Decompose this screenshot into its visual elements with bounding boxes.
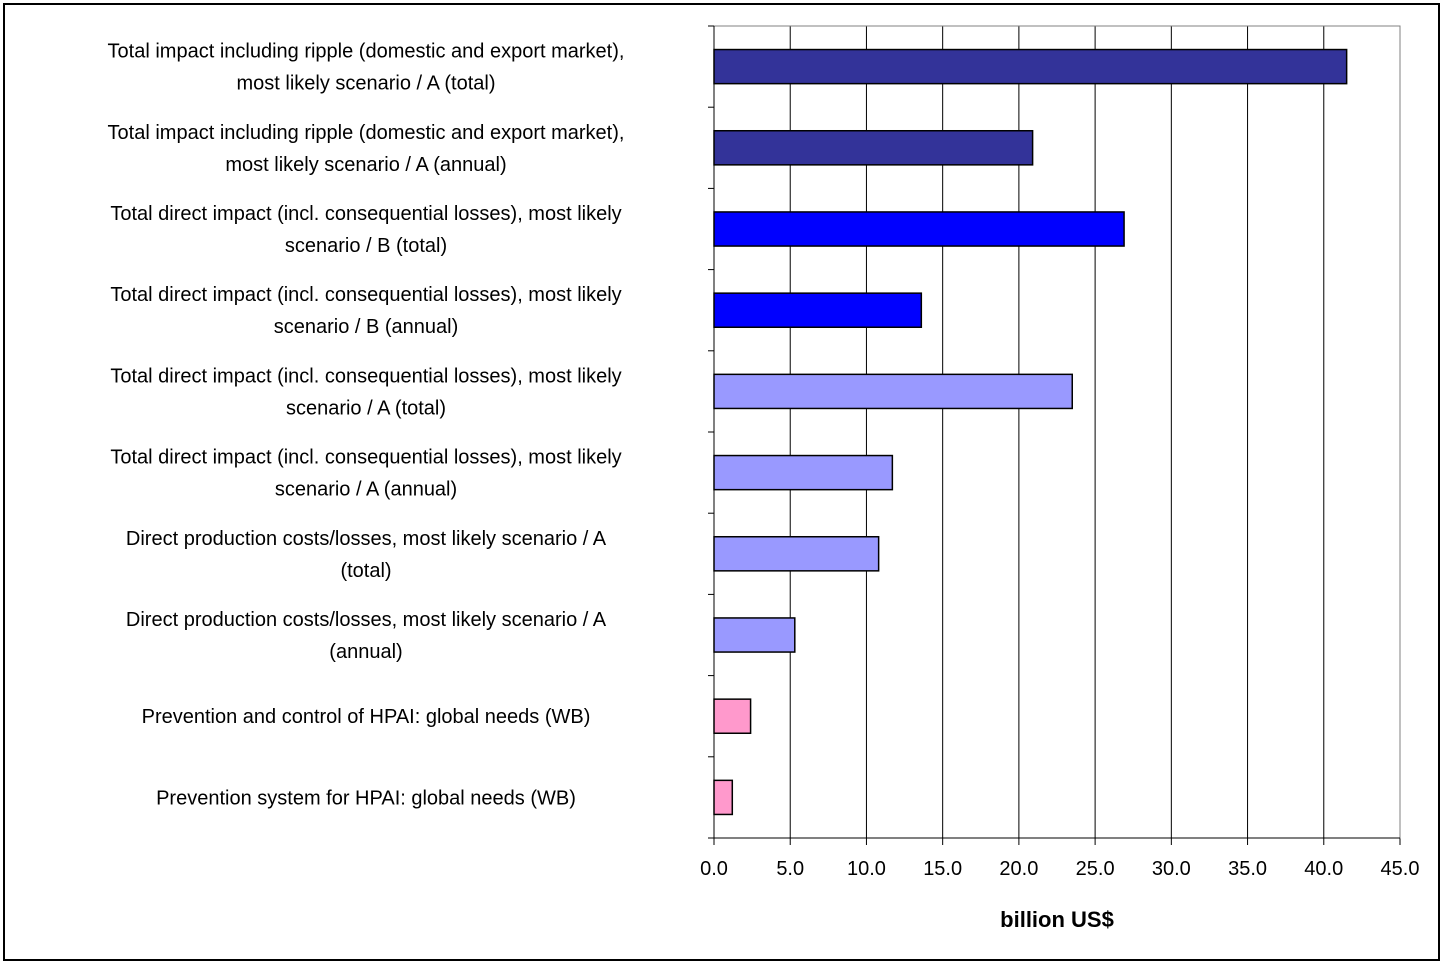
bar xyxy=(713,373,1073,410)
bars xyxy=(713,48,1348,816)
x-tick-label: 10.0 xyxy=(847,858,886,880)
bar xyxy=(713,698,752,735)
x-tick-label: 15.0 xyxy=(923,858,962,880)
category-label: Total direct impact (incl. consequential… xyxy=(110,447,621,501)
bar xyxy=(713,535,880,572)
category-label: Prevention system for HPAI: global needs… xyxy=(156,787,576,809)
category-label: Direct production costs/losses, most lik… xyxy=(126,528,607,582)
category-label: Total direct impact (incl. consequential… xyxy=(110,203,621,257)
x-tick-label: 20.0 xyxy=(999,858,1038,880)
category-label: Total direct impact (incl. consequential… xyxy=(110,284,621,338)
category-label: Direct production costs/losses, most lik… xyxy=(126,609,607,663)
x-tick-label: 30.0 xyxy=(1152,858,1191,880)
bar xyxy=(713,211,1125,247)
bar xyxy=(713,779,734,816)
bar xyxy=(713,617,796,653)
x-tick-label: 35.0 xyxy=(1228,858,1267,880)
category-labels: Total impact including ripple (domestic … xyxy=(108,41,625,810)
x-tick-labels: 0.0 5.0 10.0 15.0 20.0 25.0 30.0 35.0 40.0 45.0 xyxy=(700,858,1419,880)
x-tick-label: 40.0 xyxy=(1304,858,1343,880)
category-label: Prevention and control of HPAI: global n… xyxy=(142,706,591,728)
bar xyxy=(713,129,1034,166)
x-axis-title: billion US$ xyxy=(1000,907,1114,932)
axes xyxy=(708,25,1401,845)
x-tick-label: 5.0 xyxy=(776,858,804,880)
x-tick-label: 25.0 xyxy=(1076,858,1115,880)
x-tick-label: 0.0 xyxy=(700,858,728,880)
category-label: Total impact including ripple (domestic … xyxy=(108,122,625,176)
bar xyxy=(713,292,923,329)
x-tick-label: 45.0 xyxy=(1381,858,1420,880)
bar xyxy=(713,454,894,491)
category-label: Total direct impact (incl. consequential… xyxy=(110,365,621,419)
bar xyxy=(713,48,1348,85)
category-label: Total impact including ripple (domestic … xyxy=(108,41,625,95)
